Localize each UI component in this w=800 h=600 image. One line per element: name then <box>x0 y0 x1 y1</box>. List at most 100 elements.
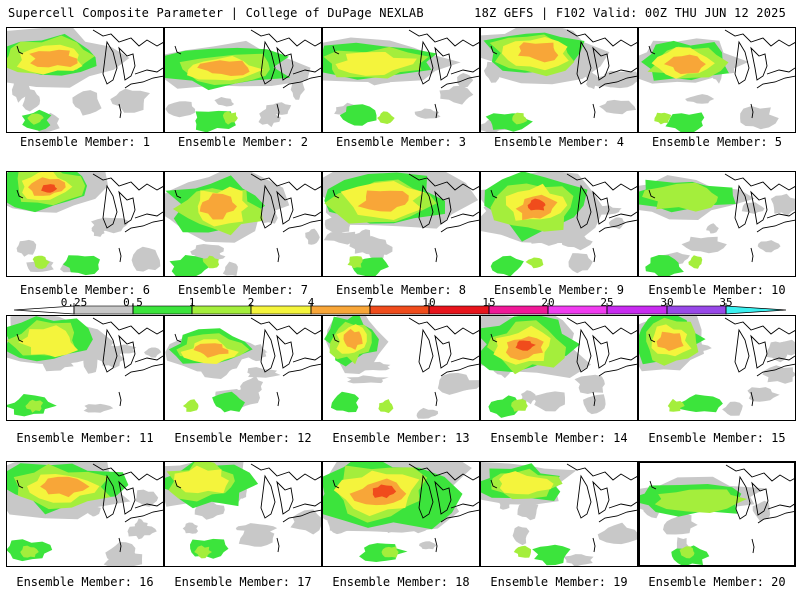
colorbar-segment <box>191 305 252 315</box>
scp-contour-low <box>135 489 159 507</box>
scp-contour-secondary <box>202 255 220 269</box>
scp-contour <box>197 60 250 76</box>
coastline-outline <box>16 317 163 407</box>
colorbar-tick-label: 35 <box>719 296 733 309</box>
colorbar-segment <box>666 305 727 315</box>
scp-field-map <box>639 173 795 276</box>
ensemble-member-label: Ensemble Member: 10 <box>648 283 786 297</box>
coastline-outline <box>332 463 479 553</box>
ensemble-panel <box>638 461 796 567</box>
ensemble-panel <box>6 315 164 421</box>
scp-contour-low <box>194 501 225 520</box>
scp-contour <box>372 484 397 499</box>
ensemble-member-label: Ensemble Member: 13 <box>332 431 470 445</box>
coastline-outline <box>174 29 321 119</box>
colorbar-tick-label: 10 <box>422 296 436 309</box>
ensemble-member-label: Ensemble Member: 17 <box>174 575 312 589</box>
scp-contour-low <box>597 522 637 545</box>
ensemble-panel <box>164 461 322 567</box>
scp-contour-low <box>346 375 389 384</box>
colorbar-segment <box>369 305 430 315</box>
scp-contour-secondary <box>511 399 528 412</box>
scp-contour <box>518 42 559 63</box>
scp-field-map <box>7 28 163 132</box>
scp-contour-low <box>457 73 474 88</box>
scp-contour-low <box>681 236 727 254</box>
ensemble-panel <box>638 315 796 421</box>
scp-contour-low <box>105 344 137 355</box>
scp-contour-low <box>568 253 593 274</box>
scp-contour-secondary <box>525 257 544 269</box>
colorbar-segment <box>250 305 312 315</box>
scp-field-map <box>165 317 321 413</box>
model-run-info: 18Z GEFS | F102 Valid: 00Z THU JUN 12 20… <box>474 6 786 20</box>
scp-contour-secondary <box>169 255 210 276</box>
ensemble-member-label: Ensemble Member: 16 <box>16 575 154 589</box>
scp-contour-low <box>563 554 594 566</box>
scp-contour-low <box>290 509 321 535</box>
scp-contour-low <box>663 513 698 535</box>
scp-contour-low <box>757 240 781 253</box>
ensemble-panel <box>480 27 638 133</box>
ensemble-member-label: Ensemble Member: 1 <box>19 135 151 149</box>
scp-contour-secondary <box>20 545 39 558</box>
ensemble-member-label: Ensemble Member: 15 <box>648 431 786 445</box>
scp-contour <box>41 184 58 193</box>
coastline-outline <box>174 317 321 407</box>
scp-field-map <box>481 462 637 566</box>
colorbar-tick-label: 15 <box>482 296 496 309</box>
scp-contour-secondary <box>490 255 524 276</box>
scp-field-map <box>7 462 163 566</box>
scp-contour-low <box>72 90 102 116</box>
scp-contour <box>664 54 706 75</box>
ensemble-panel <box>6 171 164 277</box>
scp-field-map <box>165 172 321 276</box>
scp-contour-low <box>419 541 437 550</box>
coastline-outline <box>16 29 163 119</box>
ensemble-panel <box>164 27 322 133</box>
ensemble-member-label: Ensemble Member: 7 <box>177 283 309 297</box>
scp-contour-secondary <box>182 399 199 412</box>
colorbar-segment <box>547 305 608 315</box>
scp-field-map <box>7 172 163 276</box>
scp-field-map <box>324 316 479 419</box>
scp-contour <box>18 325 79 358</box>
scp-contour-low <box>110 88 150 113</box>
colorbar-segment <box>310 305 371 315</box>
scp-contour-low <box>222 261 238 276</box>
color-scale-bar <box>13 303 787 315</box>
scp-contour <box>29 49 78 68</box>
scp-contour-secondary <box>190 538 229 559</box>
ensemble-panel <box>322 461 480 567</box>
ensemble-panel <box>6 27 164 133</box>
ensemble-member-label: Ensemble Member: 3 <box>335 135 467 149</box>
scp-contour-low <box>354 229 374 249</box>
scp-contour <box>199 193 237 220</box>
scp-contour-secondary <box>677 394 723 413</box>
ensemble-member-label: Ensemble Member: 19 <box>490 575 628 589</box>
scp-contour-secondary <box>513 545 531 558</box>
ensemble-panel <box>638 171 796 277</box>
scp-field-map <box>323 462 479 562</box>
scp-contour-low <box>83 403 114 413</box>
map-title: Supercell Composite Parameter | College … <box>8 6 424 20</box>
ensemble-member-label: Ensemble Member: 6 <box>19 283 151 297</box>
scp-contour-low <box>305 228 320 245</box>
scp-contour <box>656 331 684 351</box>
ensemble-panel <box>322 315 480 421</box>
ensemble-panel <box>480 171 638 277</box>
coastline-outline <box>648 317 795 407</box>
scp-contour-secondary <box>667 398 685 412</box>
scp-field-map <box>323 172 479 276</box>
scp-contour-low <box>103 550 143 566</box>
scp-contour-low <box>512 526 530 546</box>
scp-contour-secondary <box>330 391 359 413</box>
scp-contour <box>527 198 546 211</box>
scp-contour-low <box>770 193 795 217</box>
scp-contour-low <box>127 525 157 537</box>
scp-contour <box>515 340 536 351</box>
scp-contour-low <box>439 85 474 105</box>
scp-contour-secondary <box>381 546 399 558</box>
coastline-outline <box>332 29 479 119</box>
scp-contour-low <box>722 401 743 416</box>
